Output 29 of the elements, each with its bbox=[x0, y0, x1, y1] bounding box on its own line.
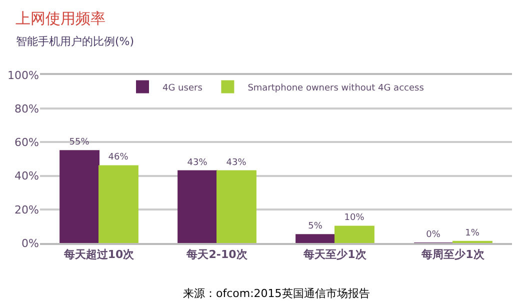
bar bbox=[98, 165, 138, 243]
bar bbox=[296, 234, 336, 243]
data-label: 43% bbox=[226, 158, 247, 168]
y-tick-label: 40% bbox=[14, 170, 39, 183]
bar bbox=[60, 150, 100, 243]
data-label: 1% bbox=[465, 228, 480, 238]
data-label: 5% bbox=[308, 222, 323, 232]
y-tick-label: 100% bbox=[8, 68, 39, 82]
y-tick-label: 60% bbox=[14, 136, 39, 150]
x-tick-label: 每天2-10次 bbox=[186, 248, 248, 262]
data-label: 0% bbox=[426, 230, 441, 240]
legend-label: 4G users bbox=[162, 83, 203, 94]
chart-subtitle: 智能手机用户的比例(%) bbox=[16, 35, 134, 48]
y-tick-label: 80% bbox=[14, 102, 39, 116]
bar bbox=[334, 226, 374, 243]
data-label: 43% bbox=[187, 158, 208, 168]
data-label: 46% bbox=[108, 152, 129, 163]
y-tick-label: 0% bbox=[22, 236, 39, 250]
y-tick-label: 20% bbox=[14, 203, 39, 216]
x-tick-label: 每周至少1次 bbox=[420, 248, 486, 262]
legend-label: Smartphone owners without 4G access bbox=[248, 83, 424, 94]
data-label: 55% bbox=[69, 138, 90, 148]
bar bbox=[216, 170, 256, 243]
x-tick-label: 每天至少1次 bbox=[302, 248, 368, 262]
x-tick-label: 每天超过10次 bbox=[62, 248, 136, 262]
data-label: 10% bbox=[344, 213, 365, 224]
source-note: 来源：ofcom:2015英国通信市场报告 bbox=[183, 287, 370, 300]
bar bbox=[178, 170, 218, 243]
chart-title: 上网使用频率 bbox=[16, 9, 106, 28]
